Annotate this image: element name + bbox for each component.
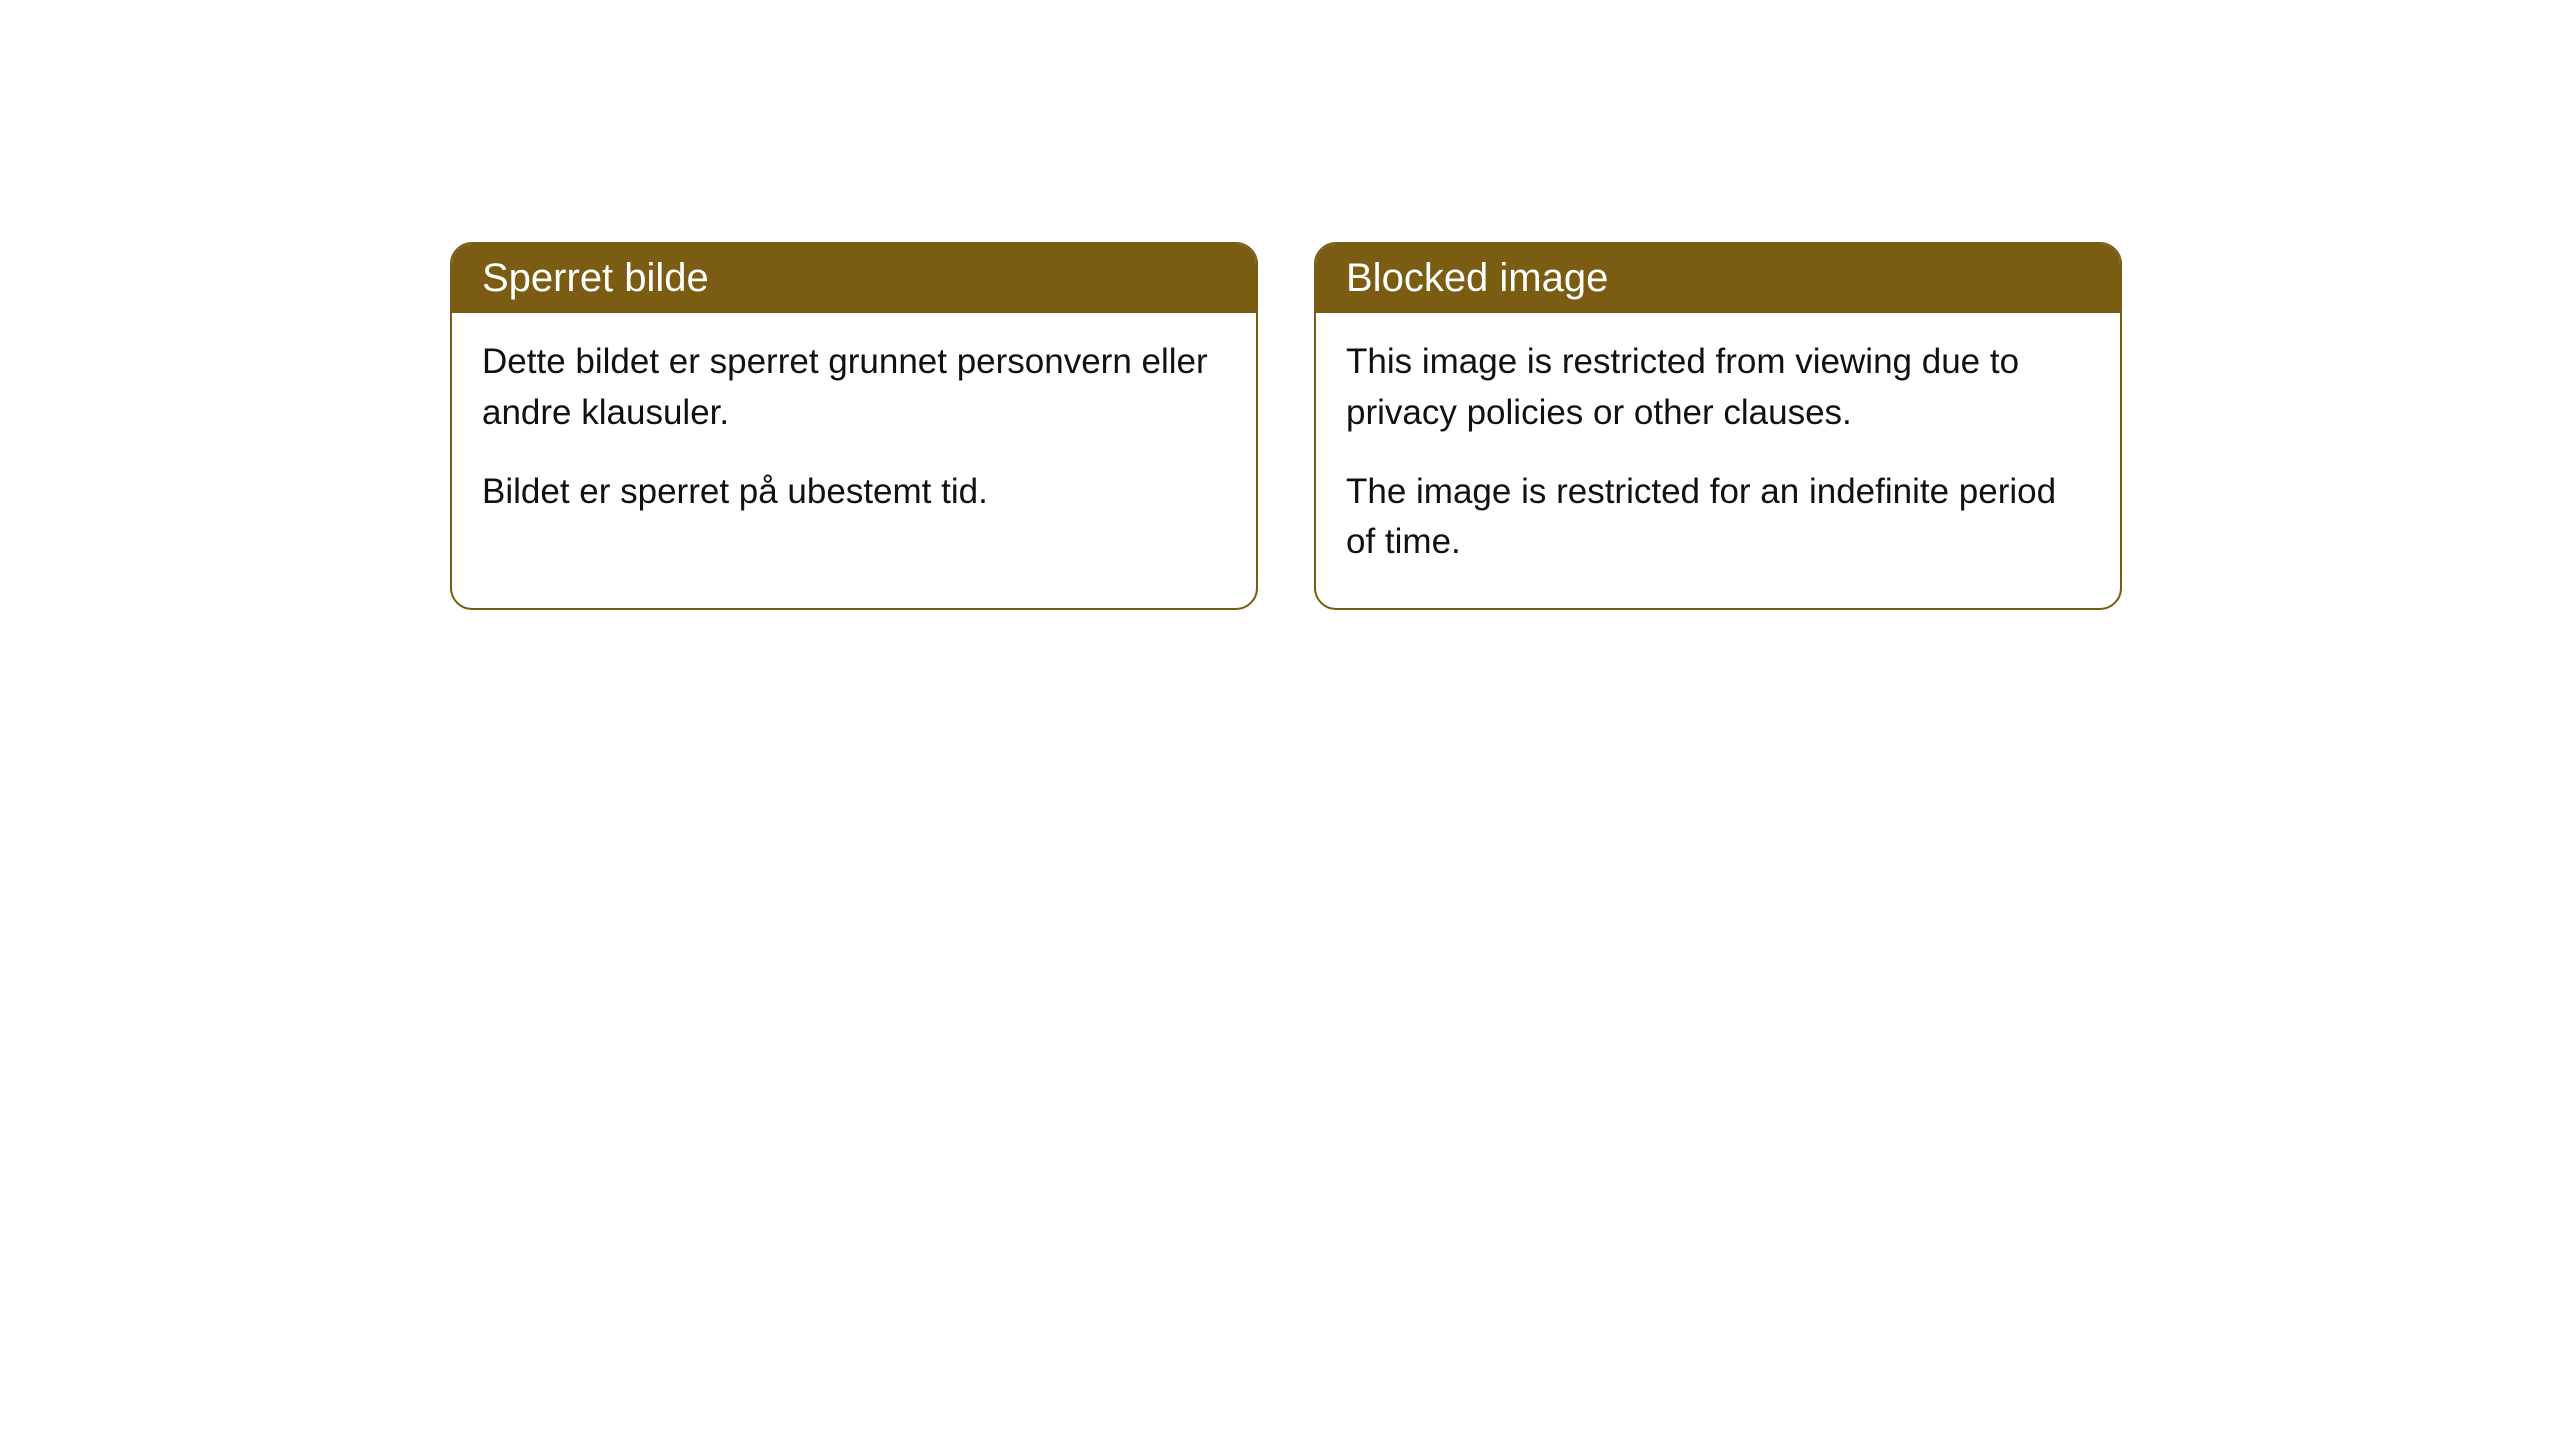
card-header-norwegian: Sperret bilde [452, 244, 1256, 313]
card-para-1: Dette bildet er sperret grunnet personve… [482, 337, 1226, 439]
card-para-2: The image is restricted for an indefinit… [1346, 467, 2090, 569]
card-english: Blocked image This image is restricted f… [1314, 242, 2122, 610]
card-body-norwegian: Dette bildet er sperret grunnet personve… [452, 313, 1256, 557]
card-para-2: Bildet er sperret på ubestemt tid. [482, 467, 1226, 518]
card-para-1: This image is restricted from viewing du… [1346, 337, 2090, 439]
cards-container: Sperret bilde Dette bildet er sperret gr… [450, 242, 2122, 610]
card-body-english: This image is restricted from viewing du… [1316, 313, 2120, 608]
card-norwegian: Sperret bilde Dette bildet er sperret gr… [450, 242, 1258, 610]
card-header-english: Blocked image [1316, 244, 2120, 313]
